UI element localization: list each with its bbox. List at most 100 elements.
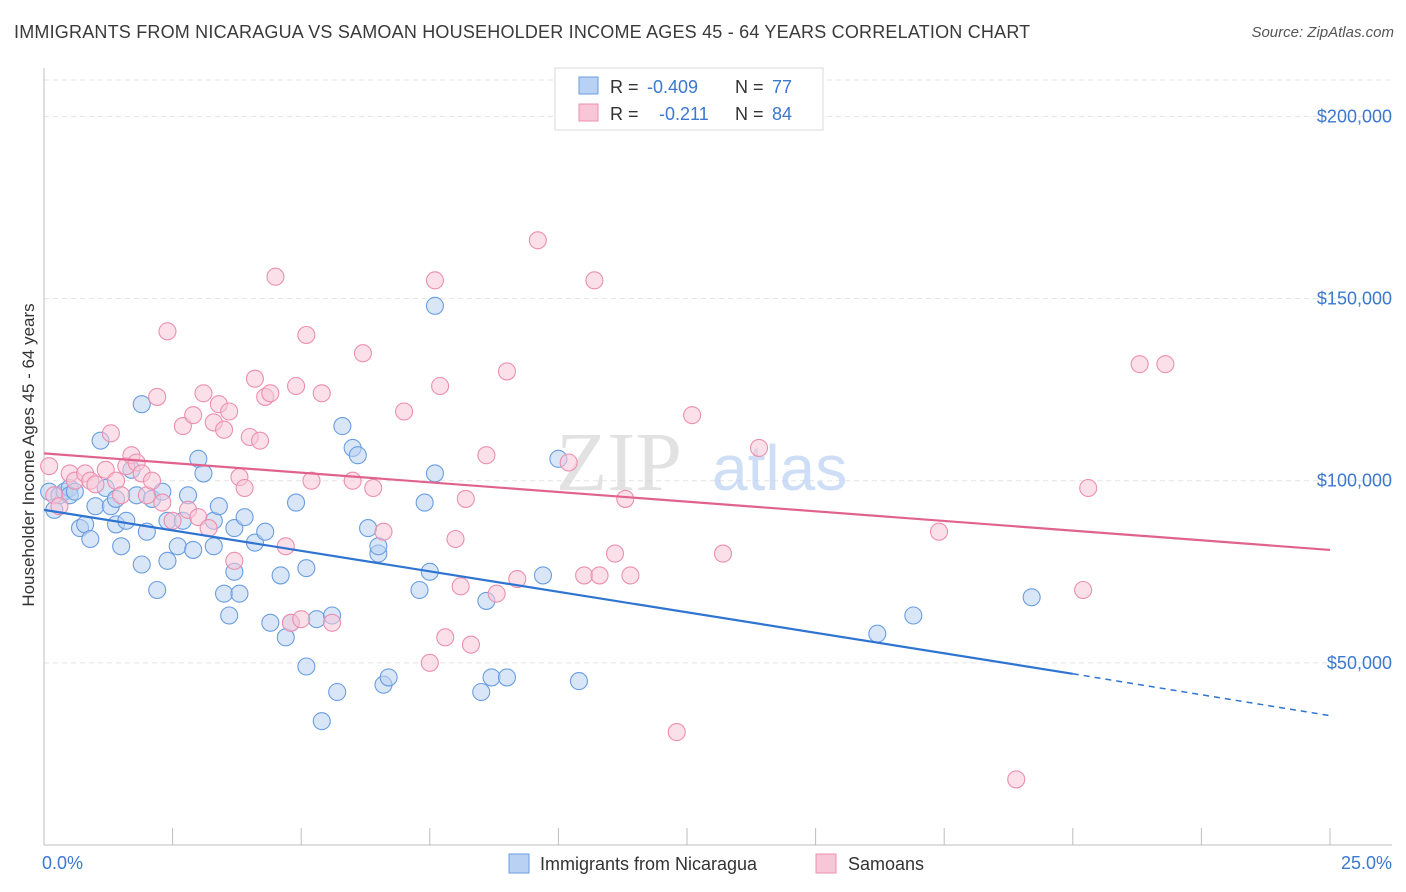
samoan-point — [436, 628, 455, 647]
samoan-point — [508, 570, 527, 589]
samoan-point — [353, 344, 372, 363]
bottom-legend-label-samoans: Samoans — [848, 854, 924, 874]
samoan-point — [1130, 355, 1149, 374]
samoan-point — [461, 635, 481, 654]
samoan-point — [158, 322, 177, 341]
legend-n-value-2: 84 — [772, 104, 792, 124]
samoan-point — [575, 566, 594, 585]
samoan-point — [245, 369, 264, 388]
samoan-point — [153, 493, 172, 512]
samoan-point — [261, 384, 280, 403]
grid — [44, 79, 1392, 664]
samoan-point — [194, 384, 213, 403]
legend-swatch-nicaragua — [578, 76, 599, 95]
bottom-legend-swatch-samoans — [815, 853, 837, 874]
nicaragua-point — [482, 668, 501, 687]
samoan-point — [616, 489, 635, 508]
x-tick-labels: 0.0% 25.0% — [42, 853, 1392, 873]
samoan-point — [50, 497, 69, 516]
nicaragua-point — [209, 497, 228, 516]
series-samoans-points — [40, 231, 1175, 789]
samoan-point — [302, 471, 321, 490]
x-tick-label-min: 0.0% — [42, 853, 83, 873]
y-tick-label: $50,000 — [1327, 653, 1392, 673]
nicaragua-point — [297, 657, 316, 676]
nicaragua-point — [1022, 588, 1041, 607]
samoan-point — [1007, 770, 1026, 789]
samoan-point — [142, 471, 162, 490]
nicaragua-point — [307, 610, 326, 629]
nicaragua-point — [235, 508, 254, 527]
nicaragua-point — [220, 606, 239, 625]
samoan-point — [621, 566, 640, 585]
nicaragua-point — [312, 712, 331, 731]
samoan-point — [1156, 355, 1175, 374]
legend-box: R = -0.409 N = 77 R = -0.211 N = 84 — [554, 67, 824, 131]
nicaragua-point — [168, 537, 187, 556]
samoan-point — [431, 376, 450, 396]
samoan-point — [456, 489, 475, 508]
source-label: Source: ZipAtlas.com — [1251, 24, 1394, 41]
legend-r-label-1: R = — [610, 77, 639, 97]
samoan-point — [605, 544, 625, 563]
trend-line-nicaragua — [43, 508, 1073, 675]
nicaragua-point — [348, 446, 367, 465]
nicaragua-point — [297, 559, 316, 578]
nicaragua-point — [410, 580, 429, 600]
y-tick-label: $150,000 — [1317, 289, 1392, 309]
nicaragua-point — [214, 584, 234, 603]
nicaragua-point — [158, 551, 177, 570]
samoan-point — [220, 402, 239, 421]
legend-n-label-2: N = — [735, 104, 764, 124]
legend-n-value-1: 77 — [772, 77, 792, 97]
samoan-point — [1079, 478, 1098, 498]
y-tick-label: $100,000 — [1317, 471, 1392, 491]
samoan-point — [292, 610, 311, 629]
samoan-point — [930, 522, 949, 541]
samoan-point — [112, 486, 131, 505]
nicaragua-point — [569, 672, 589, 691]
samoan-point — [667, 723, 686, 742]
nicaragua-point — [868, 624, 887, 643]
samoan-point — [297, 325, 316, 345]
y-tick-label: $200,000 — [1317, 106, 1392, 126]
legend-r-label-2: R = — [610, 104, 639, 124]
bottom-legend-swatch-nicaragua — [508, 853, 530, 874]
samoan-point — [395, 402, 414, 421]
samoan-point — [477, 446, 496, 465]
nicaragua-point — [287, 493, 306, 512]
samoan-point — [312, 384, 331, 403]
nicaragua-point — [112, 537, 131, 556]
samoan-point — [364, 478, 383, 498]
nicaragua-point — [425, 464, 444, 483]
samoan-point — [425, 271, 444, 290]
nicaragua-point — [533, 566, 553, 585]
samoan-point — [199, 519, 218, 538]
nicaragua-point — [425, 296, 444, 315]
samoan-point — [528, 231, 547, 250]
samoan-point — [713, 544, 733, 563]
samoan-point — [148, 387, 167, 406]
axes — [43, 68, 1392, 846]
bottom-legend: Immigrants from Nicaragua Samoans — [508, 853, 924, 874]
bottom-legend-label-nicaragua: Immigrants from Nicaragua — [540, 854, 758, 874]
x-tick-label-max: 25.0% — [1341, 853, 1392, 873]
trend-lines — [43, 452, 1331, 717]
nicaragua-point — [328, 682, 347, 702]
nicaragua-point — [271, 566, 290, 585]
legend-r-value-2: -0.211 — [659, 104, 709, 124]
samoan-point — [487, 584, 506, 603]
y-axis-label: Householder Income Ages 45 - 64 years — [19, 303, 38, 606]
samoan-point — [184, 406, 203, 425]
legend-swatch-samoans — [578, 103, 599, 122]
samoan-point — [225, 551, 244, 570]
watermark-atlas: atlas — [712, 432, 847, 504]
nicaragua-point — [194, 464, 213, 483]
samoan-point — [446, 529, 465, 549]
samoan-point — [163, 511, 182, 530]
samoan-point — [590, 566, 609, 585]
samoan-point — [420, 653, 439, 672]
y-tick-labels: $50,000 $100,000 $150,000 $200,000 — [1317, 106, 1392, 672]
nicaragua-point — [230, 584, 249, 603]
